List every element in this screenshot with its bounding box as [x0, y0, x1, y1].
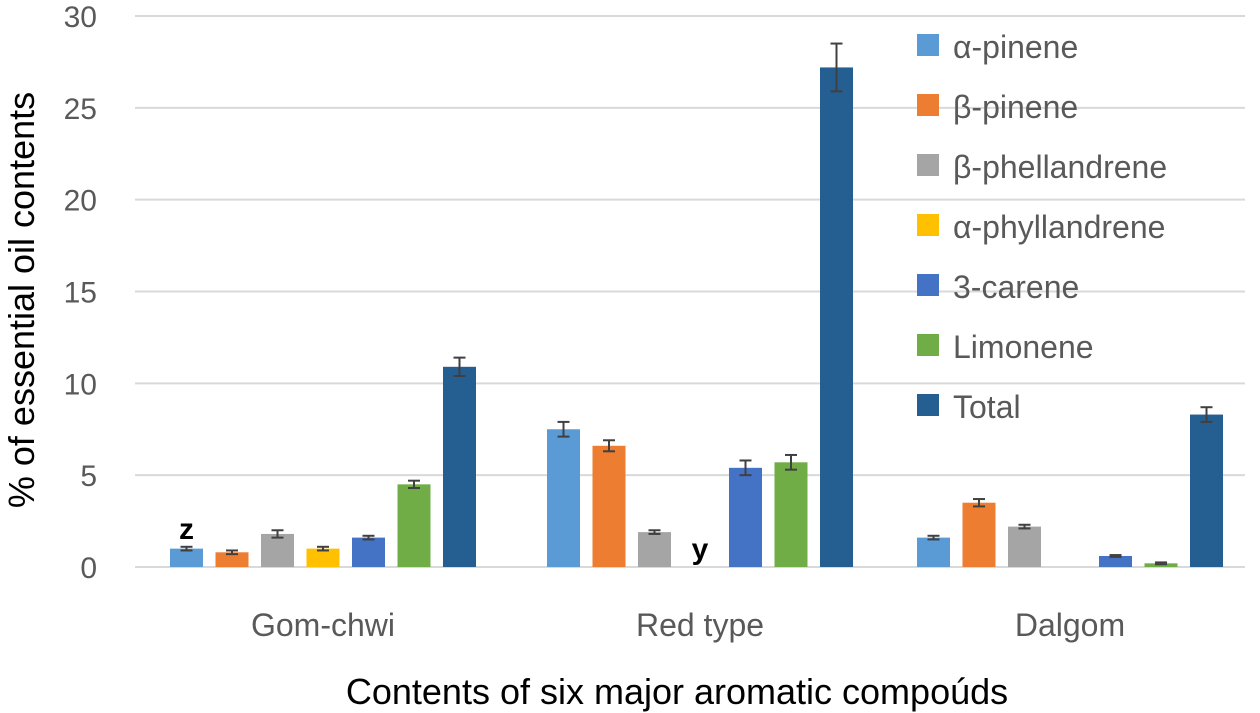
error-bar	[785, 453, 797, 471]
y-tick-label: 20	[64, 185, 97, 218]
category-label: Red type	[636, 607, 764, 643]
legend-label: α-phyllandrene	[953, 209, 1165, 245]
bar-red-type-1	[592, 445, 626, 567]
bar-dalgom-4	[1099, 555, 1132, 567]
y-tick-label: 15	[64, 277, 97, 310]
legend-swatch	[917, 154, 939, 176]
bar-red-type-2	[638, 532, 671, 567]
legend-entry: Total	[917, 389, 1021, 425]
bar-red-type-4	[729, 467, 762, 567]
annotation-letter: z	[179, 513, 194, 546]
error-bar	[1155, 561, 1167, 566]
y-tick-label: 0	[80, 552, 97, 585]
annotation-letter: y	[692, 533, 709, 566]
legend-entry: 3-carene	[917, 269, 1079, 305]
legend-entry: Limonene	[917, 329, 1094, 365]
gridlines	[135, 15, 1245, 477]
y-tick-label: 5	[80, 460, 97, 493]
bar-red-type-5	[774, 462, 808, 567]
error-bar	[973, 498, 985, 508]
legend-label: 3-carene	[953, 269, 1079, 305]
bar-gom-chwi-1	[215, 552, 249, 567]
bar-gom-chwi-6	[443, 366, 476, 567]
y-tick-label: 10	[64, 368, 97, 401]
y-tick-label: 25	[64, 93, 97, 126]
error-bar	[226, 549, 238, 556]
bar-dalgom-2	[1008, 526, 1041, 567]
error-bar	[317, 545, 329, 552]
legend: α-pinene β-pinene β-phellandrene α-phylland…	[917, 29, 1167, 425]
error-bar	[739, 459, 752, 477]
legend-swatch	[917, 394, 939, 416]
legend-label: α-pinene	[953, 29, 1078, 65]
error-bar	[830, 42, 843, 93]
y-tick-label: 30	[64, 1, 97, 34]
error-bar	[1200, 406, 1213, 423]
error-bar	[408, 479, 420, 490]
legend-label: β-phellandrene	[953, 149, 1167, 185]
category-labels: Gom-chwi Red type Dalgom	[251, 607, 1125, 643]
error-bar	[180, 545, 193, 552]
y-axis-title: % of essential oil contents	[1, 92, 42, 508]
error-bars	[180, 42, 1213, 566]
legend-swatch	[917, 334, 939, 356]
bar-gom-chwi-3	[306, 548, 340, 567]
legend-swatch	[917, 94, 939, 116]
error-bar	[557, 420, 570, 438]
x-axis-title: Contents of six major aromatic compoúds	[346, 671, 1008, 712]
y-axis-ticks: 0 5 10 15 20 25 30	[64, 1, 97, 585]
bar-dalgom-0	[917, 537, 950, 567]
legend-entry: β-pinene	[917, 89, 1078, 125]
bar-gom-chwi-4	[352, 537, 385, 567]
bar-dalgom-1	[962, 502, 996, 567]
category-label: Dalgom	[1015, 607, 1125, 643]
legend-label: Limonene	[953, 329, 1094, 365]
legend-swatch	[917, 214, 939, 236]
legend-swatch	[917, 274, 939, 296]
bar-dalgom-6	[1190, 414, 1223, 567]
bar-gom-chwi-0	[170, 548, 203, 567]
error-bar	[271, 529, 284, 539]
legend-label: β-pinene	[953, 89, 1078, 125]
legend-entry: β-phellandrene	[917, 149, 1167, 185]
error-bar	[362, 534, 375, 541]
legend-swatch	[917, 34, 939, 56]
legend-entry: α-phyllandrene	[917, 209, 1165, 245]
legend-label: Total	[953, 389, 1021, 425]
annotations: zy	[179, 513, 709, 566]
bar-gom-chwi-2	[261, 533, 294, 567]
bars	[170, 67, 1223, 567]
legend-entry: α-pinene	[917, 29, 1078, 65]
error-bar	[1018, 523, 1031, 530]
error-bar	[927, 534, 940, 541]
error-bar	[453, 356, 466, 377]
bar-red-type-0	[547, 429, 580, 567]
error-bar	[603, 439, 615, 453]
error-bar	[648, 529, 661, 535]
bar-red-type-6	[820, 67, 853, 567]
error-bar	[1109, 554, 1122, 558]
bar-gom-chwi-5	[397, 484, 431, 567]
category-label: Gom-chwi	[251, 607, 395, 643]
